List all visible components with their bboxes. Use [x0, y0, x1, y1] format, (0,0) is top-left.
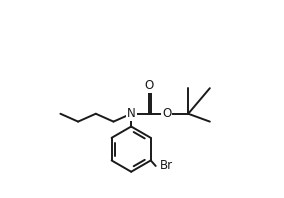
Text: O: O	[162, 107, 171, 120]
Text: Br: Br	[160, 159, 173, 172]
Text: O: O	[144, 79, 154, 92]
Text: N: N	[127, 107, 135, 120]
